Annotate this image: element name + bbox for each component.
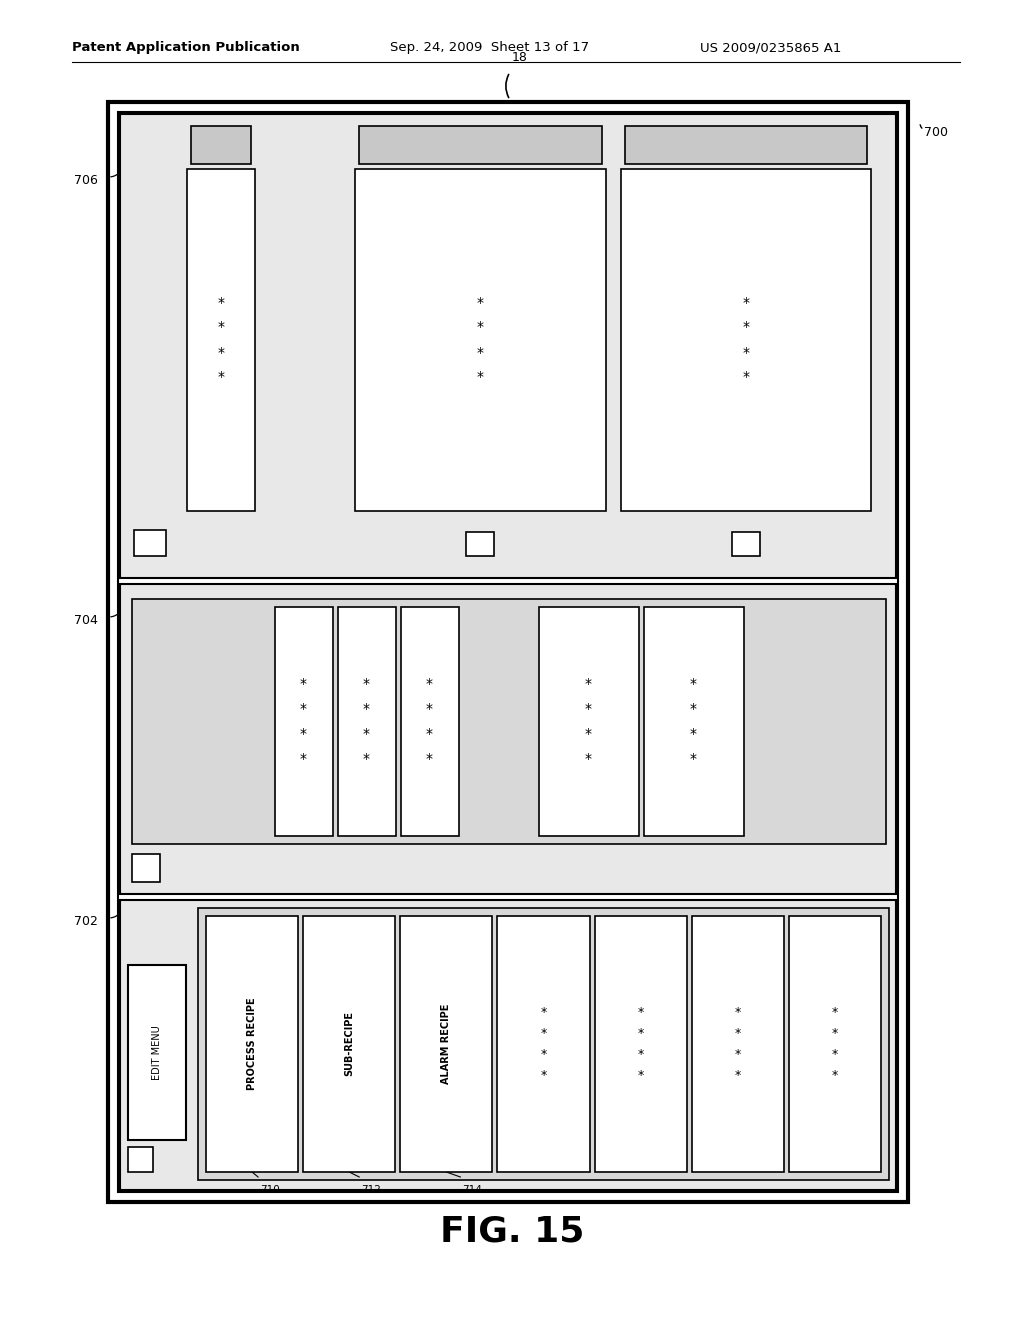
Text: EDIT MENU: EDIT MENU bbox=[152, 1026, 162, 1080]
Text: 702: 702 bbox=[74, 915, 98, 928]
Bar bbox=[118, 112, 898, 1192]
Text: 18: 18 bbox=[512, 51, 528, 63]
Bar bbox=[400, 916, 493, 1172]
Text: Patent Application Publication: Patent Application Publication bbox=[72, 41, 300, 54]
Bar bbox=[120, 114, 896, 578]
Text: PROCESS RECIPE: PROCESS RECIPE bbox=[247, 998, 257, 1090]
Text: *
*
*
*: * * * * bbox=[477, 296, 483, 384]
Bar bbox=[595, 916, 687, 1172]
Bar bbox=[498, 916, 590, 1172]
Bar bbox=[132, 854, 160, 882]
Bar bbox=[198, 908, 889, 1180]
Text: FIG. 15: FIG. 15 bbox=[440, 1214, 584, 1249]
Bar bbox=[732, 532, 760, 556]
Bar bbox=[132, 599, 886, 843]
Bar bbox=[355, 169, 605, 511]
Bar bbox=[206, 916, 298, 1172]
Bar bbox=[128, 1147, 153, 1172]
Text: 704: 704 bbox=[74, 614, 98, 627]
Bar bbox=[274, 607, 333, 836]
Text: 710: 710 bbox=[260, 1185, 280, 1195]
Text: 706: 706 bbox=[74, 174, 98, 187]
Bar bbox=[359, 125, 601, 164]
Text: 700: 700 bbox=[924, 125, 948, 139]
Text: *
*
*
*: * * * * bbox=[831, 1006, 838, 1082]
Text: *
*
*
*: * * * * bbox=[638, 1006, 644, 1082]
Bar bbox=[539, 607, 639, 836]
Text: Sep. 24, 2009  Sheet 13 of 17: Sep. 24, 2009 Sheet 13 of 17 bbox=[390, 41, 589, 54]
Text: *
*
*
*: * * * * bbox=[585, 677, 592, 766]
Text: US 2009/0235865 A1: US 2009/0235865 A1 bbox=[700, 41, 842, 54]
Text: *
*
*
*: * * * * bbox=[541, 1006, 547, 1082]
Bar bbox=[625, 125, 867, 164]
Text: *
*
*
*: * * * * bbox=[426, 677, 433, 766]
Bar bbox=[466, 532, 495, 556]
Bar bbox=[643, 607, 743, 836]
Text: *
*
*
*: * * * * bbox=[300, 677, 307, 766]
Bar bbox=[191, 125, 251, 164]
Bar bbox=[400, 607, 459, 836]
Text: SUB-RECIPE: SUB-RECIPE bbox=[344, 1011, 354, 1077]
Bar bbox=[120, 900, 896, 1191]
Bar bbox=[303, 916, 395, 1172]
Bar bbox=[338, 607, 395, 836]
Bar bbox=[692, 916, 783, 1172]
Text: 714: 714 bbox=[463, 1185, 482, 1195]
Text: ALARM RECIPE: ALARM RECIPE bbox=[441, 1003, 452, 1084]
Bar bbox=[120, 583, 896, 894]
Text: *
*
*
*: * * * * bbox=[734, 1006, 741, 1082]
Bar bbox=[128, 965, 186, 1140]
Bar bbox=[134, 531, 166, 556]
Text: *
*
*
*: * * * * bbox=[690, 677, 697, 766]
Bar bbox=[788, 916, 881, 1172]
Bar bbox=[187, 169, 255, 511]
Text: *
*
*
*: * * * * bbox=[362, 677, 370, 766]
Text: 712: 712 bbox=[361, 1185, 381, 1195]
Text: *
*
*
*: * * * * bbox=[742, 296, 750, 384]
Bar bbox=[108, 102, 908, 1203]
Text: *
*
*
*: * * * * bbox=[217, 296, 224, 384]
Bar bbox=[621, 169, 871, 511]
